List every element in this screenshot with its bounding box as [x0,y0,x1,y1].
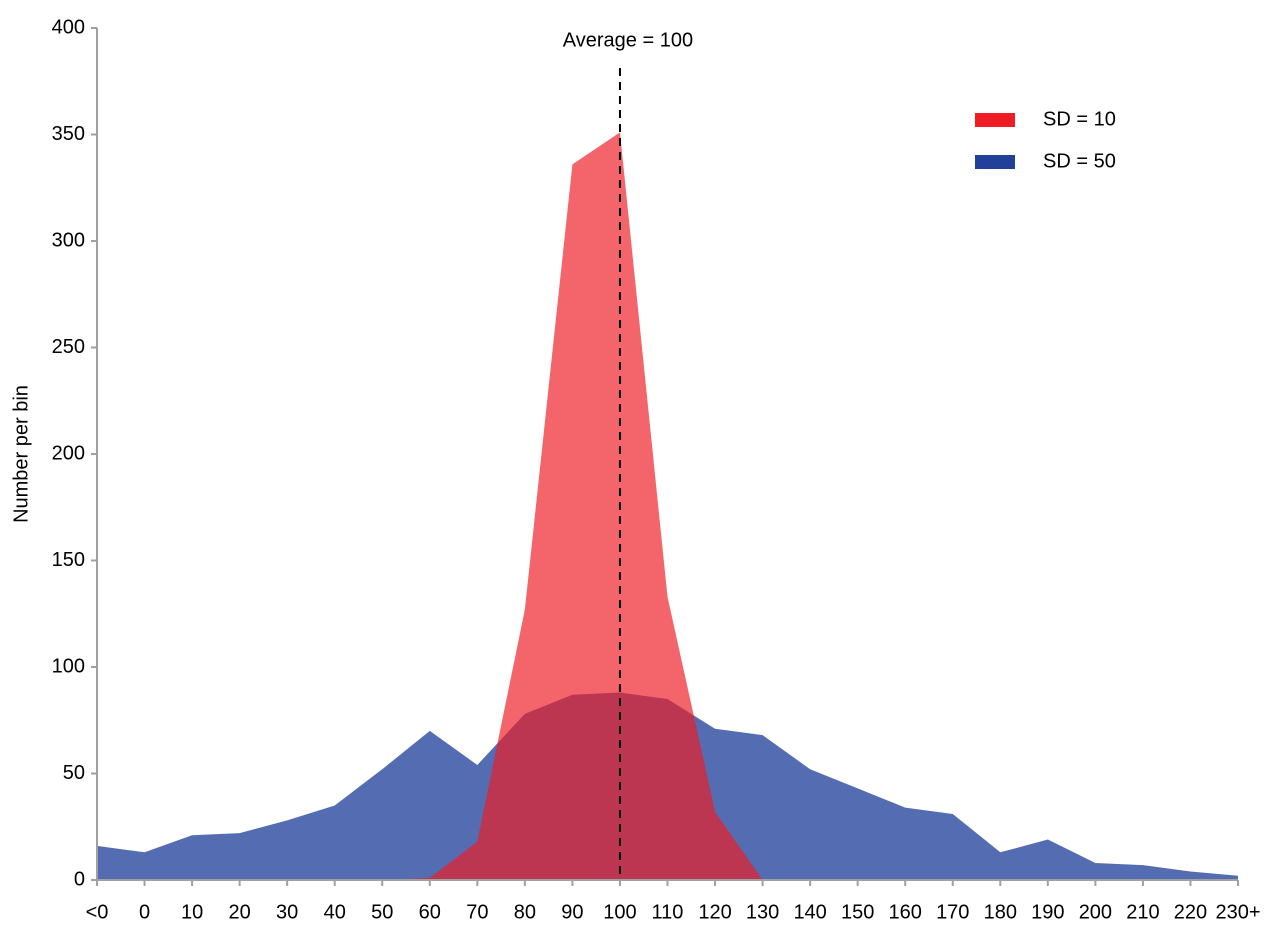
y-tick-label: 150 [52,549,85,571]
legend-label: SD = 50 [1043,150,1116,172]
x-tick-label: 110 [652,901,684,923]
x-tick-label: 50 [371,901,393,923]
legend-swatch [975,155,1015,169]
y-tick-label: 350 [52,123,85,145]
x-tick-label: <0 [86,901,109,923]
y-tick-label: 50 [63,762,85,784]
x-tick-label: 0 [139,901,150,923]
area [97,132,1238,880]
y-tick-label: 250 [52,336,85,358]
legend-swatch [975,113,1015,127]
x-tick-label: 100 [603,901,636,923]
x-tick-label: 200 [1079,901,1112,923]
x-tick-label: 120 [698,901,731,923]
x-tick-label: 180 [984,901,1017,923]
x-tick-label: 220 [1174,901,1207,923]
x-tick-label: 150 [841,901,874,923]
x-tick-label: 170 [936,901,969,923]
x-tick-label: 80 [514,901,536,923]
x-tick-label: 10 [181,901,203,923]
x-tick-label: 160 [889,901,922,923]
x-tick-label: 60 [419,901,441,923]
y-axis-label: Number per bin [10,385,32,523]
x-tick-label: 30 [276,901,298,923]
y-tick-label: 400 [52,16,85,38]
x-tick-label: 90 [561,901,583,923]
x-tick-label: 190 [1031,901,1064,923]
y-tick-label: 300 [52,229,85,251]
y-tick-label: 200 [52,442,85,464]
x-tick-label: 40 [324,901,346,923]
x-tick-label: 210 [1126,901,1159,923]
annotation: Average = 100 [563,29,693,51]
x-tick-label: 140 [793,901,826,923]
legend-label: SD = 10 [1043,108,1116,130]
y-tick-label: 0 [74,868,85,890]
x-tick-label: 230+ [1215,901,1260,923]
y-tick-label: 100 [52,655,85,677]
x-tick-label: 70 [466,901,488,923]
x-tick-label: 130 [746,901,779,923]
x-tick-label: 20 [229,901,251,923]
